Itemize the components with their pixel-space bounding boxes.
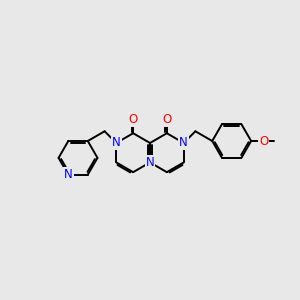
Text: N: N <box>64 168 73 181</box>
Text: N: N <box>112 136 121 149</box>
Text: N: N <box>146 156 154 169</box>
Text: N: N <box>179 136 188 149</box>
Text: O: O <box>259 134 268 148</box>
Text: O: O <box>128 113 138 126</box>
Text: O: O <box>162 113 172 126</box>
